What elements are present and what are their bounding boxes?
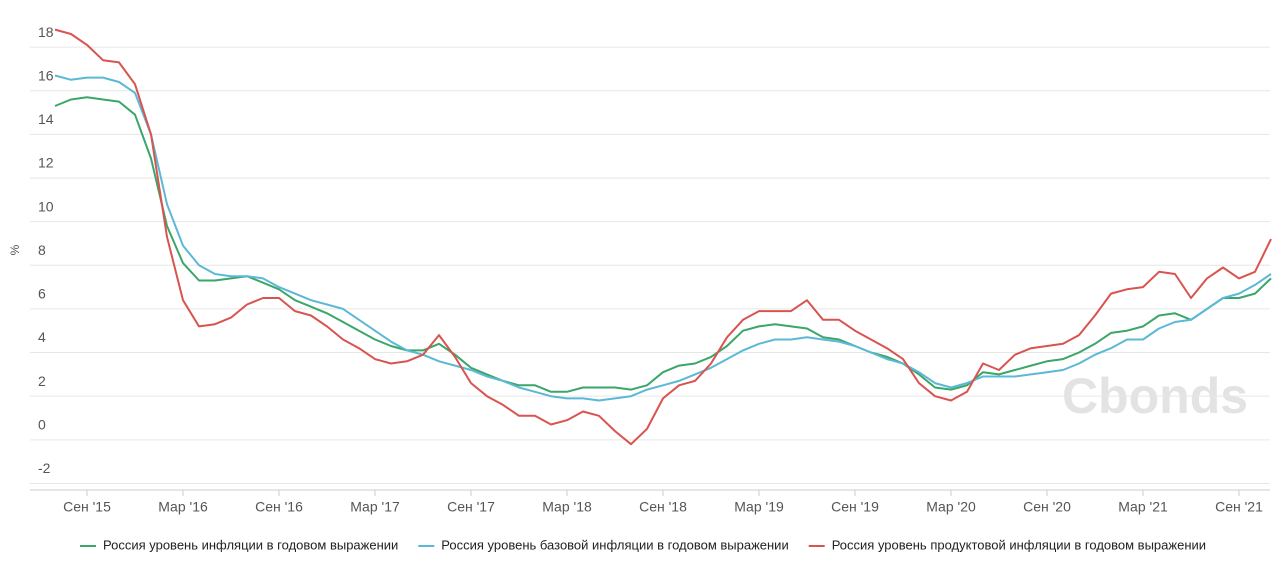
x-tick-label: Сен '21 bbox=[1215, 499, 1263, 515]
y-tick-label: 2 bbox=[38, 373, 46, 389]
x-tick-label: Мар '21 bbox=[1118, 499, 1168, 515]
x-tick-label: Мар '16 bbox=[158, 499, 208, 515]
y-tick-label: -2 bbox=[38, 460, 51, 476]
y-tick-label: 16 bbox=[38, 67, 54, 83]
y-tick-label: 14 bbox=[38, 111, 54, 127]
x-tick-label: Мар '17 bbox=[350, 499, 400, 515]
y-axis-label: % bbox=[8, 244, 22, 255]
x-tick-label: Мар '20 bbox=[926, 499, 976, 515]
y-tick-label: 8 bbox=[38, 242, 46, 258]
series-line bbox=[54, 96, 1272, 393]
legend-label: Россия уровень продуктовой инфляции в го… bbox=[832, 537, 1206, 552]
series-line bbox=[54, 74, 1272, 402]
x-tick-label: Мар '18 bbox=[542, 499, 592, 515]
y-tick-label: 10 bbox=[38, 198, 54, 214]
x-tick-label: Сен '15 bbox=[63, 499, 111, 515]
y-tick-label: 0 bbox=[38, 417, 46, 433]
series-line bbox=[54, 28, 1272, 446]
y-tick-label: 12 bbox=[38, 155, 54, 171]
x-tick-label: Сен '16 bbox=[255, 499, 303, 515]
y-tick-label: 18 bbox=[38, 24, 54, 40]
x-tick-label: Сен '18 bbox=[639, 499, 687, 515]
legend-label: Россия уровень инфляции в годовом выраже… bbox=[103, 537, 398, 552]
legend-label: Россия уровень базовой инфляции в годово… bbox=[441, 537, 788, 552]
y-tick-label: 4 bbox=[38, 329, 46, 345]
x-tick-label: Сен '20 bbox=[1023, 499, 1071, 515]
x-tick-label: Сен '19 bbox=[831, 499, 879, 515]
x-tick-label: Мар '19 bbox=[734, 499, 784, 515]
y-tick-label: 6 bbox=[38, 286, 46, 302]
x-tick-label: Сен '17 bbox=[447, 499, 495, 515]
